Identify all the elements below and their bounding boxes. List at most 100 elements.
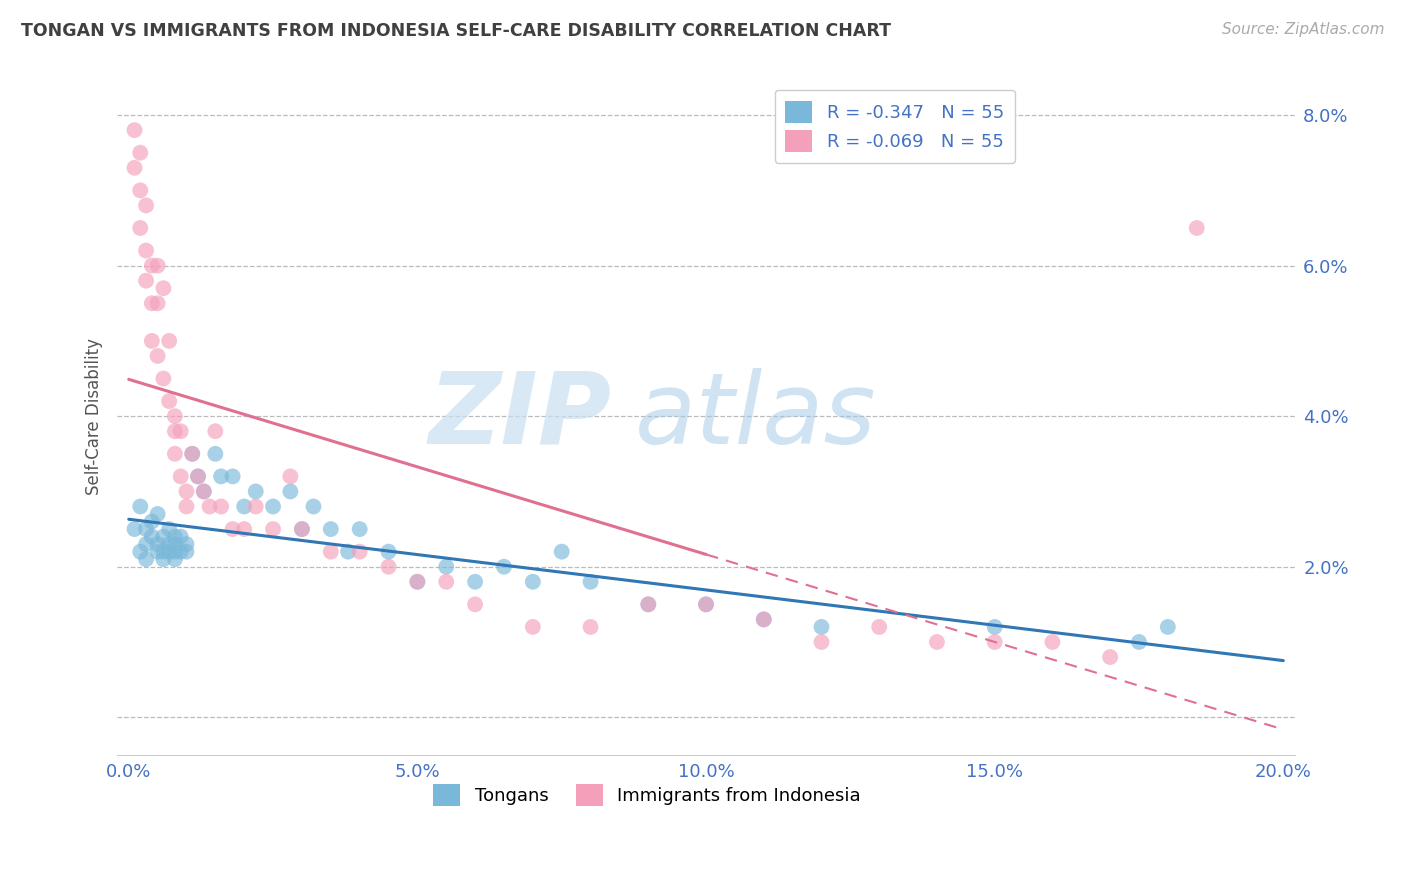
Point <box>170 424 193 438</box>
Point <box>221 522 243 536</box>
Point <box>124 161 146 175</box>
Point <box>163 409 186 424</box>
Point <box>319 544 342 558</box>
Point <box>695 598 717 612</box>
Point <box>319 522 342 536</box>
Y-axis label: Self-Care Disability: Self-Care Disability <box>86 338 103 495</box>
Point <box>181 447 204 461</box>
Point <box>233 500 256 514</box>
Point <box>170 544 193 558</box>
Point <box>695 598 717 612</box>
Point <box>152 544 174 558</box>
Point <box>983 620 1005 634</box>
Point <box>492 559 515 574</box>
Point <box>129 544 152 558</box>
Point <box>146 544 169 558</box>
Point <box>163 537 186 551</box>
Point <box>146 296 169 310</box>
Point <box>146 259 169 273</box>
Text: atlas: atlas <box>636 368 877 465</box>
Point <box>129 500 152 514</box>
Point <box>209 469 232 483</box>
Point <box>129 183 152 197</box>
Point <box>349 522 371 536</box>
Point <box>1042 635 1064 649</box>
Point <box>810 620 832 634</box>
Text: TONGAN VS IMMIGRANTS FROM INDONESIA SELF-CARE DISABILITY CORRELATION CHART: TONGAN VS IMMIGRANTS FROM INDONESIA SELF… <box>21 22 891 40</box>
Point <box>146 349 169 363</box>
Point <box>157 334 180 348</box>
Text: Source: ZipAtlas.com: Source: ZipAtlas.com <box>1222 22 1385 37</box>
Point <box>135 522 157 536</box>
Point <box>176 500 198 514</box>
Point <box>983 635 1005 649</box>
Point <box>925 635 948 649</box>
Point <box>157 544 180 558</box>
Point <box>170 530 193 544</box>
Point <box>245 484 267 499</box>
Point <box>163 447 186 461</box>
Point <box>349 544 371 558</box>
Point <box>157 522 180 536</box>
Point <box>193 484 215 499</box>
Point <box>157 394 180 409</box>
Point <box>198 500 221 514</box>
Point <box>406 574 429 589</box>
Point <box>152 552 174 566</box>
Point <box>135 274 157 288</box>
Point <box>337 544 360 558</box>
Point <box>377 559 399 574</box>
Point <box>434 559 457 574</box>
Point <box>152 281 174 295</box>
Point <box>221 469 243 483</box>
Point <box>868 620 890 634</box>
Point <box>245 500 267 514</box>
Point <box>1099 650 1122 665</box>
Point <box>163 424 186 438</box>
Point <box>377 544 399 558</box>
Point <box>176 537 198 551</box>
Point <box>637 598 659 612</box>
Point <box>124 123 146 137</box>
Point <box>152 371 174 385</box>
Point <box>1157 620 1180 634</box>
Point <box>204 447 226 461</box>
Point <box>181 447 204 461</box>
Point <box>291 522 314 536</box>
Point <box>752 612 775 626</box>
Point <box>551 544 574 558</box>
Point <box>135 537 157 551</box>
Point <box>146 507 169 521</box>
Point <box>135 552 157 566</box>
Point <box>464 574 486 589</box>
Point <box>176 484 198 499</box>
Point <box>262 522 284 536</box>
Point <box>135 244 157 258</box>
Point <box>262 500 284 514</box>
Point <box>204 424 226 438</box>
Point <box>187 469 209 483</box>
Point <box>209 500 232 514</box>
Point <box>579 574 602 589</box>
Point <box>152 530 174 544</box>
Point <box>406 574 429 589</box>
Point <box>129 145 152 160</box>
Point <box>163 530 186 544</box>
Point <box>522 620 544 634</box>
Point <box>637 598 659 612</box>
Point <box>129 221 152 235</box>
Point <box>280 469 302 483</box>
Point <box>810 635 832 649</box>
Legend: Tongans, Immigrants from Indonesia: Tongans, Immigrants from Indonesia <box>426 777 868 814</box>
Point <box>157 537 180 551</box>
Point <box>280 484 302 499</box>
Point <box>752 612 775 626</box>
Point <box>135 198 157 212</box>
Point <box>187 469 209 483</box>
Point <box>124 522 146 536</box>
Point <box>522 574 544 589</box>
Point <box>141 530 163 544</box>
Point <box>141 296 163 310</box>
Point <box>291 522 314 536</box>
Point <box>302 500 325 514</box>
